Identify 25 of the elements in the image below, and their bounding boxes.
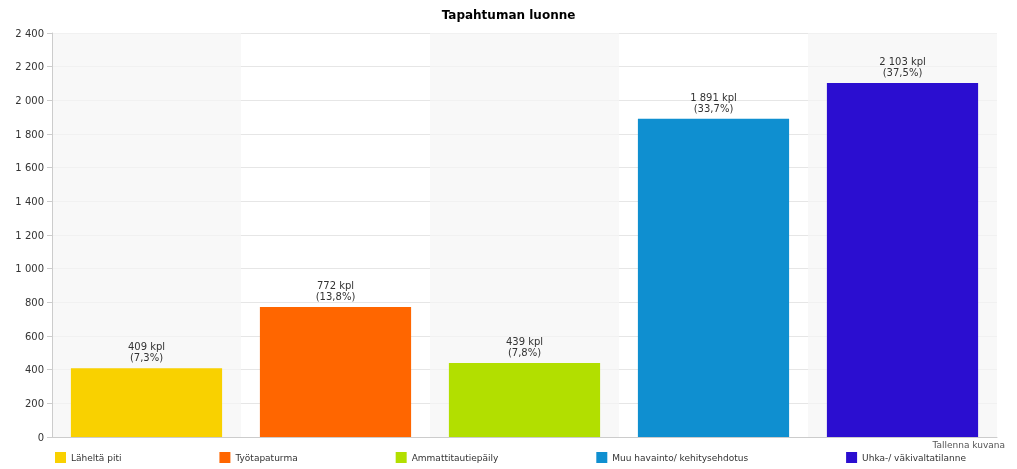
legend-label: Muu havainto/ kehitysehdotus <box>612 452 749 463</box>
legend-label: Työtapaturma <box>234 452 298 463</box>
data-label: 2 103 kpl (37,5%) <box>879 56 926 78</box>
y-tick-label: 600 <box>24 330 44 342</box>
y-tick-label: 1 000 <box>15 263 44 275</box>
text: Tallenna kuvana <box>931 439 1005 450</box>
y-tick-label: 2 200 <box>15 61 44 73</box>
legend-label: Ammattitautiepäily <box>411 452 499 463</box>
y-tick-label: 1 400 <box>15 195 44 207</box>
data-label: 409 kpl (7,3%) <box>127 341 166 364</box>
y-tick-label: 800 <box>24 296 44 308</box>
legend-label: Läheltä piti <box>71 452 122 463</box>
y-tick-label: 1 600 <box>15 162 44 174</box>
y-tick-label: 1 200 <box>15 229 44 241</box>
y-tick-label: 200 <box>24 397 44 409</box>
y-tick-label: 1 800 <box>15 128 44 140</box>
chart-title: Tapahtuman luonne <box>441 8 576 22</box>
y-tick-label: 2 400 <box>15 27 44 39</box>
y-tick-label: 400 <box>24 364 44 376</box>
legend-label: Uhka-/ väkivaltatilanne <box>862 452 967 463</box>
data-label: 772 kpl (13,8%) <box>315 280 356 303</box>
y-tick-label: 0 <box>37 431 44 443</box>
data-label: 439 kpl (7,8%) <box>505 336 544 359</box>
data-label: 1 891 kpl (33,7%) <box>690 91 737 114</box>
y-tick-label: 2 000 <box>15 94 44 106</box>
